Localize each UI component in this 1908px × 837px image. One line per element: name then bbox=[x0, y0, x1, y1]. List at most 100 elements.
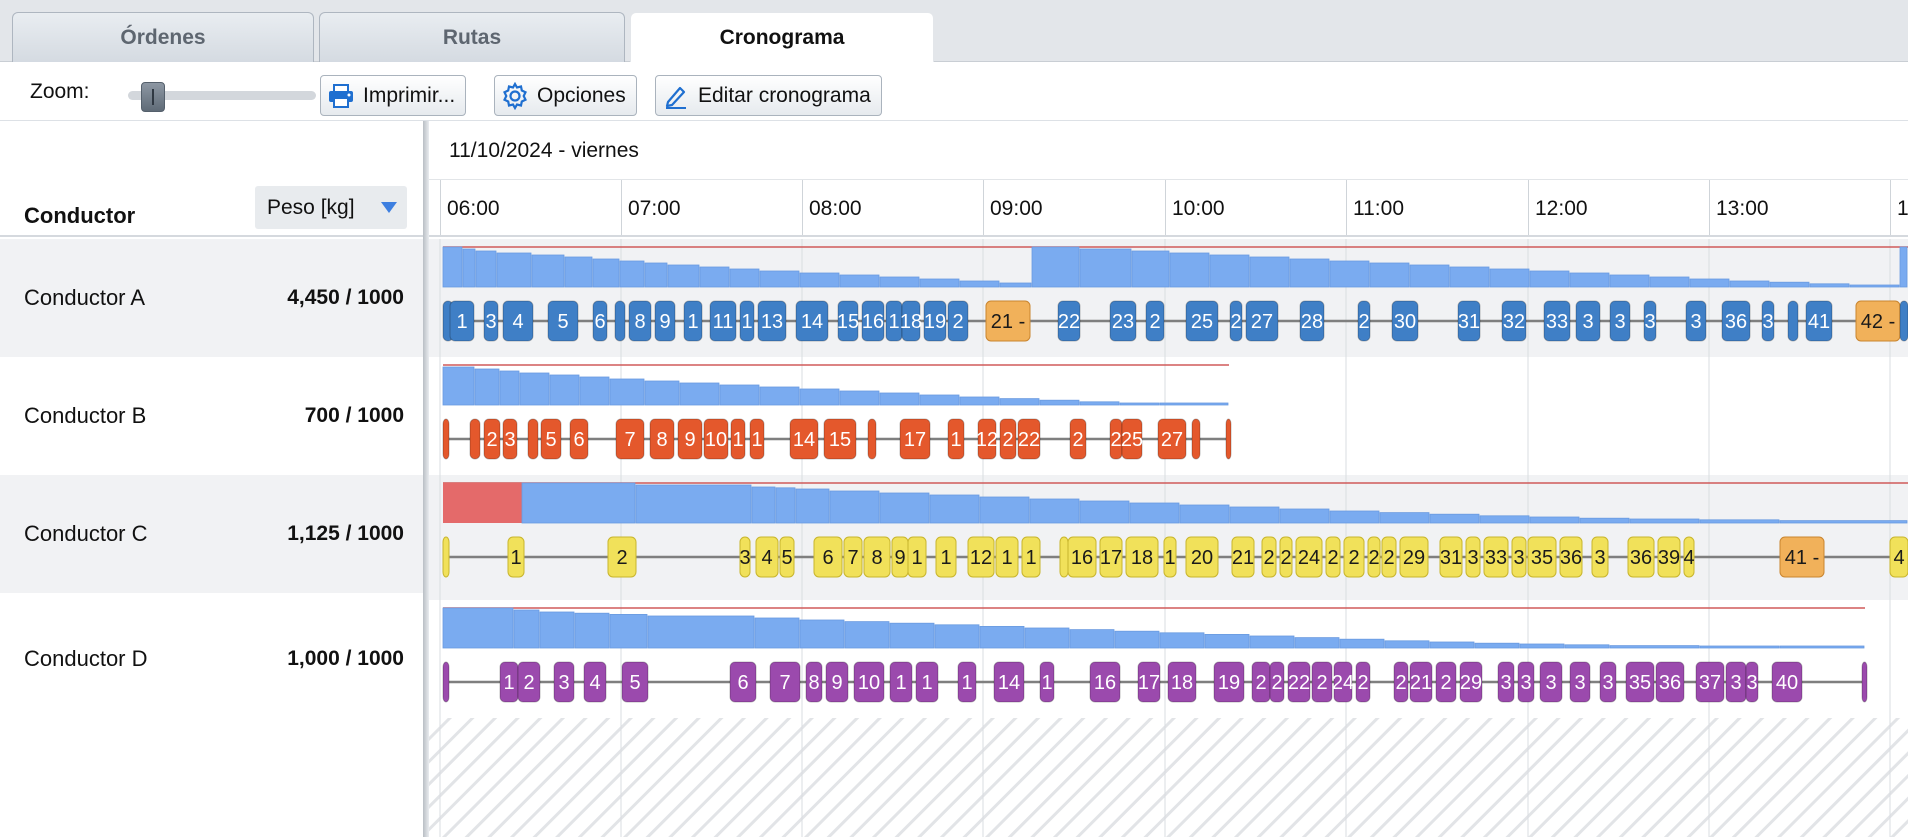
stop-marker[interactable] bbox=[795, 300, 829, 342]
stop-marker[interactable] bbox=[947, 300, 969, 342]
stop-marker[interactable] bbox=[1459, 661, 1483, 703]
stop-marker[interactable] bbox=[805, 661, 823, 703]
stop-marker[interactable] bbox=[867, 418, 877, 460]
stop-marker[interactable] bbox=[1295, 536, 1323, 578]
stop-marker[interactable] bbox=[967, 536, 995, 578]
stop-marker[interactable] bbox=[985, 300, 1031, 342]
stop-marker[interactable] bbox=[649, 418, 675, 460]
stop-marker[interactable] bbox=[1771, 661, 1803, 703]
stop-marker[interactable] bbox=[1559, 536, 1583, 578]
stop-marker[interactable] bbox=[1067, 536, 1097, 578]
stop-marker[interactable] bbox=[1191, 418, 1201, 460]
stop-marker[interactable] bbox=[1109, 300, 1137, 342]
stop-marker[interactable] bbox=[1861, 661, 1868, 703]
stop-marker[interactable] bbox=[1167, 661, 1197, 703]
stop-marker[interactable] bbox=[861, 300, 885, 342]
tab-routes[interactable]: Rutas bbox=[319, 12, 625, 63]
stop-marker[interactable] bbox=[621, 661, 649, 703]
stop-marker[interactable] bbox=[654, 300, 676, 342]
stop-marker[interactable] bbox=[703, 418, 729, 460]
zoom-slider-thumb[interactable] bbox=[140, 82, 165, 112]
stop-marker[interactable] bbox=[1609, 300, 1631, 342]
stop-marker[interactable] bbox=[1311, 661, 1333, 703]
stop-marker[interactable] bbox=[1483, 536, 1509, 578]
stop-marker[interactable] bbox=[977, 418, 997, 460]
stop-marker[interactable] bbox=[1121, 418, 1143, 460]
stop-marker[interactable] bbox=[813, 536, 843, 578]
options-button[interactable]: Opciones bbox=[494, 75, 637, 116]
stop-marker[interactable] bbox=[527, 418, 539, 460]
stop-marker[interactable] bbox=[1655, 661, 1685, 703]
stop-marker[interactable] bbox=[999, 418, 1017, 460]
stop-marker[interactable] bbox=[483, 300, 499, 342]
print-button[interactable]: Imprimir... bbox=[320, 75, 467, 116]
stop-marker[interactable] bbox=[1511, 536, 1527, 578]
stop-marker[interactable] bbox=[1899, 300, 1908, 342]
stop-marker[interactable] bbox=[1299, 300, 1325, 342]
stop-marker[interactable] bbox=[1343, 536, 1365, 578]
stop-marker[interactable] bbox=[1543, 300, 1571, 342]
stop-marker[interactable] bbox=[1779, 536, 1825, 578]
stop-marker[interactable] bbox=[677, 418, 703, 460]
stop-marker[interactable] bbox=[1059, 536, 1069, 578]
stop-marker[interactable] bbox=[769, 661, 801, 703]
stop-marker[interactable] bbox=[1157, 418, 1187, 460]
weight-column-select[interactable]: Peso [kg] bbox=[255, 186, 407, 229]
stop-marker[interactable] bbox=[502, 300, 534, 342]
stop-marker[interactable] bbox=[1591, 536, 1609, 578]
driver-column-header[interactable]: Conductor bbox=[24, 203, 136, 228]
stop-marker[interactable] bbox=[757, 300, 787, 342]
stop-marker[interactable] bbox=[1125, 536, 1159, 578]
stop-marker[interactable] bbox=[899, 418, 931, 460]
stop-marker[interactable] bbox=[843, 536, 863, 578]
stop-marker[interactable] bbox=[1465, 536, 1481, 578]
stop-marker[interactable] bbox=[1163, 536, 1177, 578]
stop-marker[interactable] bbox=[1683, 536, 1695, 578]
stop-marker[interactable] bbox=[1685, 300, 1707, 342]
stop-marker[interactable] bbox=[889, 661, 913, 703]
stop-marker[interactable] bbox=[1599, 661, 1617, 703]
stop-marker[interactable] bbox=[789, 418, 819, 460]
stop-marker[interactable] bbox=[1497, 661, 1515, 703]
stop-marker[interactable] bbox=[1355, 661, 1371, 703]
panel-splitter[interactable] bbox=[423, 121, 429, 837]
stop-marker[interactable] bbox=[1017, 418, 1041, 460]
stop-marker[interactable] bbox=[1185, 300, 1219, 342]
stop-marker[interactable] bbox=[825, 661, 849, 703]
stop-marker[interactable] bbox=[755, 536, 779, 578]
stop-marker[interactable] bbox=[553, 661, 575, 703]
stop-marker[interactable] bbox=[1099, 536, 1123, 578]
stop-marker[interactable] bbox=[1185, 536, 1219, 578]
stop-marker[interactable] bbox=[947, 418, 965, 460]
stop-marker[interactable] bbox=[1245, 300, 1279, 342]
stop-marker[interactable] bbox=[779, 536, 795, 578]
edit-schedule-button[interactable]: Editar cronograma bbox=[655, 75, 882, 116]
stop-marker[interactable] bbox=[547, 300, 579, 342]
stop-marker[interactable] bbox=[1501, 300, 1527, 342]
stop-marker[interactable] bbox=[915, 661, 939, 703]
stop-marker[interactable] bbox=[1569, 661, 1591, 703]
stop-marker[interactable] bbox=[907, 536, 927, 578]
tab-schedule[interactable]: Cronograma bbox=[630, 12, 934, 63]
stop-marker[interactable] bbox=[569, 418, 589, 460]
stop-marker[interactable] bbox=[1137, 661, 1161, 703]
stop-marker[interactable] bbox=[729, 661, 757, 703]
stop-marker[interactable] bbox=[1439, 536, 1463, 578]
stop-marker[interactable] bbox=[863, 536, 891, 578]
stop-marker[interactable] bbox=[1333, 661, 1353, 703]
stop-marker[interactable] bbox=[469, 418, 481, 460]
stop-marker[interactable] bbox=[442, 661, 450, 703]
stop-marker[interactable] bbox=[1039, 661, 1055, 703]
stop-marker[interactable] bbox=[1805, 300, 1833, 342]
stop-marker[interactable] bbox=[1145, 300, 1165, 342]
stop-marker[interactable] bbox=[449, 300, 475, 342]
tab-orders[interactable]: Órdenes bbox=[12, 12, 314, 63]
stop-marker[interactable] bbox=[1261, 536, 1277, 578]
stop-marker[interactable] bbox=[1745, 661, 1759, 703]
stop-marker[interactable] bbox=[1231, 536, 1255, 578]
stop-marker[interactable] bbox=[993, 661, 1025, 703]
stop-marker[interactable] bbox=[517, 661, 541, 703]
stop-marker[interactable] bbox=[1409, 661, 1433, 703]
stop-marker[interactable] bbox=[583, 661, 607, 703]
stop-marker[interactable] bbox=[1229, 300, 1243, 342]
